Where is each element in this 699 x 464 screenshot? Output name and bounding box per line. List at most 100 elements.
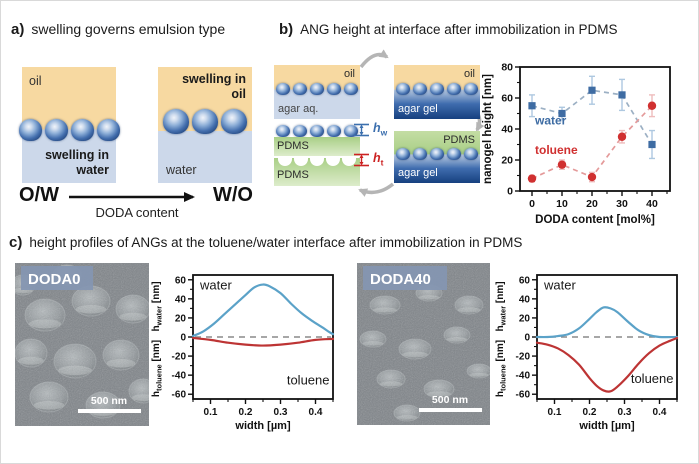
svg-text:60: 60 bbox=[175, 275, 187, 286]
svg-text:-40: -40 bbox=[172, 371, 187, 382]
svg-text:0: 0 bbox=[529, 198, 535, 210]
svg-text:0.1: 0.1 bbox=[204, 407, 218, 418]
svg-text:width [µm]: width [µm] bbox=[578, 420, 635, 432]
svg-text:60: 60 bbox=[501, 93, 513, 105]
swelling-in-water-label: swelling in water bbox=[45, 148, 109, 177]
svg-text:60: 60 bbox=[519, 275, 531, 286]
svg-text:0.1: 0.1 bbox=[548, 407, 562, 418]
hw-bracket bbox=[354, 123, 369, 137]
nanogel-height-chart: 0 10 20 30 40 0 20 40 60 80 DODA content [mol%] nan… bbox=[482, 62, 671, 226]
diagram-pdms-replica: PDMS PDMS bbox=[274, 125, 360, 186]
svg-text:width [µm]: width [µm] bbox=[234, 420, 291, 432]
svg-text:20: 20 bbox=[586, 198, 598, 210]
wo-label: W/O bbox=[213, 184, 253, 206]
pdms-label: PDMS bbox=[277, 140, 309, 152]
svg-text:0.2: 0.2 bbox=[583, 407, 597, 418]
diagram-pdms-agar-gel: PDMS agar gel bbox=[394, 131, 480, 183]
svg-text:30: 30 bbox=[616, 198, 628, 210]
svg-text:40: 40 bbox=[646, 198, 658, 210]
swelling-in-oil-label: swelling in oil bbox=[182, 72, 246, 101]
svg-text:0.4: 0.4 bbox=[653, 407, 667, 418]
sem-image-doda40: 500 nm DODA40 bbox=[357, 263, 490, 425]
svg-text:0: 0 bbox=[524, 333, 530, 344]
svg-text:DODA content [mol%]: DODA content [mol%] bbox=[535, 214, 655, 226]
pdms-label: PDMS bbox=[443, 134, 475, 146]
pdms-label: PDMS bbox=[277, 169, 309, 181]
scale-bar-label: 500 nm bbox=[432, 394, 468, 406]
svg-text:toluene: toluene bbox=[535, 143, 578, 157]
ow-label: O/W bbox=[19, 184, 59, 206]
sample-badge: DODA40 bbox=[370, 271, 431, 288]
svg-text:-40: -40 bbox=[516, 371, 531, 382]
svg-text:10: 10 bbox=[556, 198, 568, 210]
diagram-oil-agar-aq: oil agar aq. bbox=[274, 65, 360, 119]
doda-content-arrow bbox=[69, 192, 195, 202]
svg-text:-60: -60 bbox=[516, 390, 531, 401]
nanogel-row bbox=[274, 125, 360, 137]
scale-bar-label: 500 nm bbox=[91, 395, 127, 407]
pdms-band-bottom: PDMS bbox=[274, 158, 360, 186]
hw-label: hw bbox=[373, 121, 388, 138]
svg-text:40: 40 bbox=[519, 294, 531, 305]
panel-b-letter: b) bbox=[279, 21, 294, 38]
svg-text:htoluene [nm]: htoluene [nm] bbox=[495, 340, 507, 397]
panel-c-header: c) height profiles of ANGs at the toluene… bbox=[9, 234, 522, 251]
svg-text:20: 20 bbox=[501, 155, 513, 167]
svg-text:water: water bbox=[543, 277, 576, 292]
nanogel-row bbox=[158, 109, 252, 134]
sample-badge: DODA0 bbox=[28, 271, 81, 288]
agar-gel-label: agar gel bbox=[398, 167, 438, 179]
pdms-band-top: PDMS bbox=[274, 137, 360, 156]
nanogel-row bbox=[18, 119, 120, 141]
svg-text:0.4: 0.4 bbox=[309, 407, 323, 418]
svg-text:20: 20 bbox=[519, 313, 531, 324]
svg-text:-20: -20 bbox=[516, 352, 531, 363]
arrow-gelation bbox=[359, 49, 389, 69]
svg-text:nanogel height [nm]: nanogel height [nm] bbox=[482, 74, 494, 184]
crater-row bbox=[274, 158, 360, 166]
panel-b-title: ANG height at interface after immobiliza… bbox=[300, 22, 618, 37]
svg-text:hwater [nm]: hwater [nm] bbox=[151, 281, 163, 331]
nanogel-row bbox=[394, 83, 480, 95]
svg-text:toluene: toluene bbox=[631, 371, 674, 386]
panel-b-header: b) ANG height at interface after immobili… bbox=[279, 21, 618, 38]
panel-a-header: a) swelling governs emulsion type bbox=[11, 21, 225, 38]
svg-text:0: 0 bbox=[507, 186, 513, 198]
sem-image-doda0: 500 nm DODA0 bbox=[15, 263, 149, 426]
nanogel-row bbox=[274, 83, 360, 95]
agar-gel-label: agar gel bbox=[398, 103, 438, 115]
svg-text:hwater [nm]: hwater [nm] bbox=[495, 281, 507, 331]
nanogel-row bbox=[394, 148, 480, 160]
svg-text:0: 0 bbox=[180, 333, 186, 344]
panel-a-title: swelling governs emulsion type bbox=[31, 21, 226, 37]
profile-chart-doda0: 0.1 0.2 0.3 0.4 -60 -40 -20 0 20 40 60 width [µm] hw… bbox=[151, 274, 335, 432]
svg-text:0.2: 0.2 bbox=[239, 407, 253, 418]
ht-bracket bbox=[354, 153, 369, 167]
svg-text:40: 40 bbox=[501, 124, 513, 136]
panel-c-title: height profiles of ANGs at the toluene/w… bbox=[29, 235, 523, 250]
svg-text:water: water bbox=[534, 113, 567, 127]
panel-a-letter: a) bbox=[11, 21, 25, 38]
oil-label: oil bbox=[343, 68, 355, 80]
emulsion-diagram-wo: swelling in oil water bbox=[158, 67, 252, 183]
oil-label: oil bbox=[29, 74, 42, 88]
svg-text:water: water bbox=[199, 277, 232, 292]
diagram-oil-agar-gel: oil agar gel bbox=[394, 65, 480, 119]
water-label: water bbox=[166, 163, 197, 177]
ht-label: ht bbox=[373, 151, 384, 168]
svg-text:-60: -60 bbox=[172, 390, 187, 401]
emulsion-diagram-ow: oil swelling in water bbox=[18, 67, 120, 183]
svg-text:0.3: 0.3 bbox=[618, 407, 632, 418]
svg-text:80: 80 bbox=[501, 62, 513, 74]
doda-content-caption: DODA content bbox=[95, 205, 179, 220]
svg-text:40: 40 bbox=[175, 294, 187, 305]
profile-chart-doda40: 0.1 0.2 0.3 0.4 -60 -40 -20 0 20 40 60 width [µm] hw… bbox=[495, 274, 679, 432]
svg-text:htoluene [nm]: htoluene [nm] bbox=[151, 340, 163, 397]
svg-text:-20: -20 bbox=[172, 352, 187, 363]
panel-c-letter: c) bbox=[9, 234, 23, 251]
oil-label: oil bbox=[463, 68, 475, 80]
svg-text:0.3: 0.3 bbox=[274, 407, 288, 418]
arrow-peel bbox=[358, 182, 395, 197]
svg-text:20: 20 bbox=[175, 313, 187, 324]
